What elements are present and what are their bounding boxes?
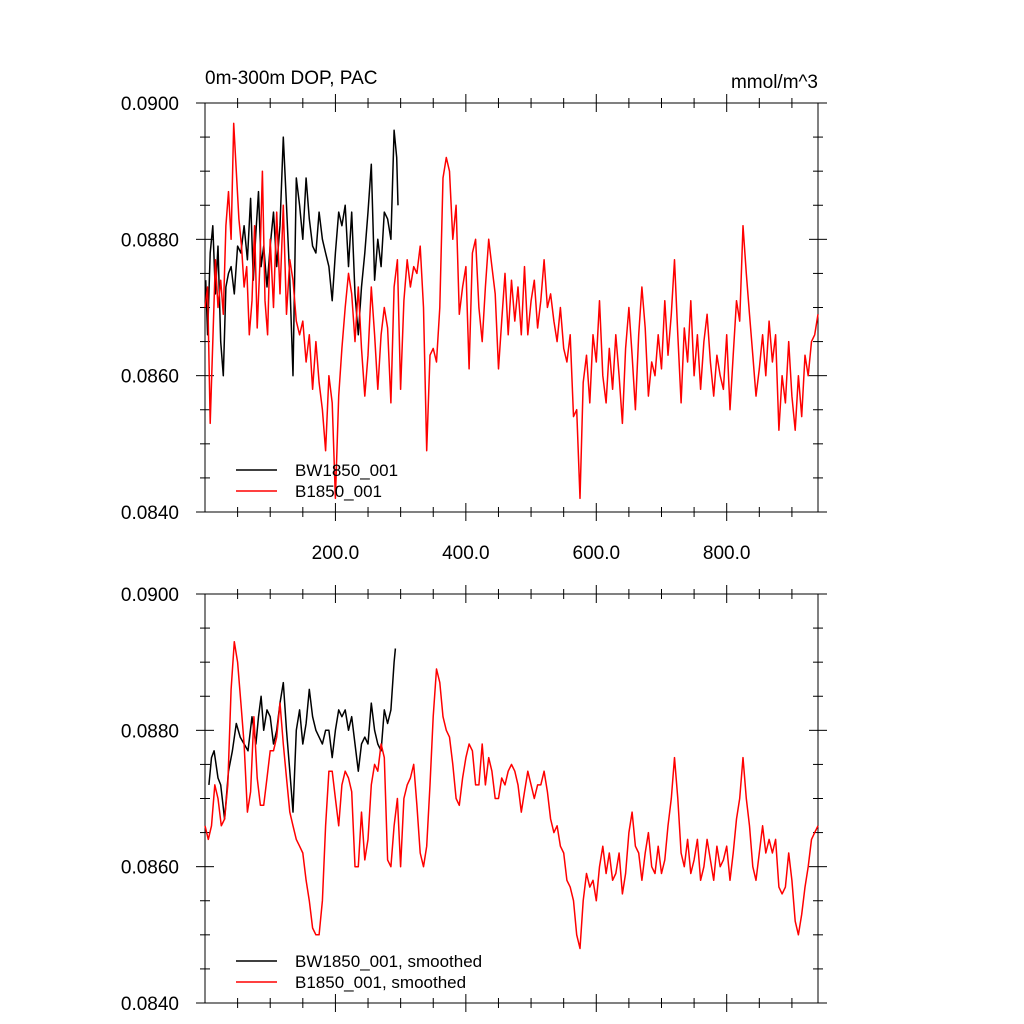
bottom-y-tick-label: 0.0880 <box>121 721 179 742</box>
bottom-legend-label-1: BW1850_001, smoothed <box>295 952 482 971</box>
bottom-y-tick-labels: 0.0840 0.0860 0.0880 0.0900 <box>121 585 179 1015</box>
top-chart-title: 0m-300m DOP, PAC <box>205 68 377 89</box>
bottom-series-line-1 <box>208 648 397 820</box>
top-chart-units: mmol/m^3 <box>731 72 818 93</box>
top-axes-ticks <box>196 94 827 521</box>
top-y-tick-label: 0.0840 <box>121 503 179 524</box>
top-x-tick-label: 400.0 <box>442 543 490 564</box>
top-y-tick-label: 0.0860 <box>121 367 179 388</box>
top-plot-frame <box>204 102 819 513</box>
bottom-axes-ticks <box>196 585 827 1012</box>
top-legend: BW1850_001 B1850_001 <box>236 461 398 501</box>
bottom-legend: BW1850_001, smoothed B1850_001, smoothed <box>236 952 482 992</box>
bottom-y-tick-label: 0.0840 <box>121 994 179 1015</box>
top-series-group <box>204 122 819 500</box>
bottom-series-line-2 <box>204 640 819 950</box>
top-y-tick-label: 0.0880 <box>121 230 179 251</box>
top-y-tick-label: 0.0900 <box>121 94 179 115</box>
bottom-y-tick-label: 0.0900 <box>121 585 179 606</box>
top-legend-label-2: B1850_001 <box>295 482 382 501</box>
top-panel: 0.0840 0.0860 0.0880 0.0900 200.0 400.0 600.0… <box>121 68 827 564</box>
bottom-series-group <box>204 640 819 950</box>
bottom-panel: 0.0840 0.0860 0.0880 0.0900 BW1850_001, smo… <box>121 585 827 1015</box>
top-x-tick-labels: 200.0 400.0 600.0 800.0 <box>312 543 751 564</box>
bottom-y-tick-label: 0.0860 <box>121 858 179 879</box>
top-x-tick-label: 200.0 <box>312 543 360 564</box>
top-y-tick-labels: 0.0840 0.0860 0.0880 0.0900 <box>121 94 179 524</box>
top-series-line-2 <box>204 122 819 500</box>
top-x-tick-label: 800.0 <box>703 543 751 564</box>
top-legend-label-1: BW1850_001 <box>295 461 398 480</box>
bottom-legend-label-2: B1850_001, smoothed <box>295 973 466 992</box>
top-series-line-1 <box>204 129 399 377</box>
top-x-tick-label: 600.0 <box>573 543 621 564</box>
bottom-plot-frame <box>204 593 819 1004</box>
